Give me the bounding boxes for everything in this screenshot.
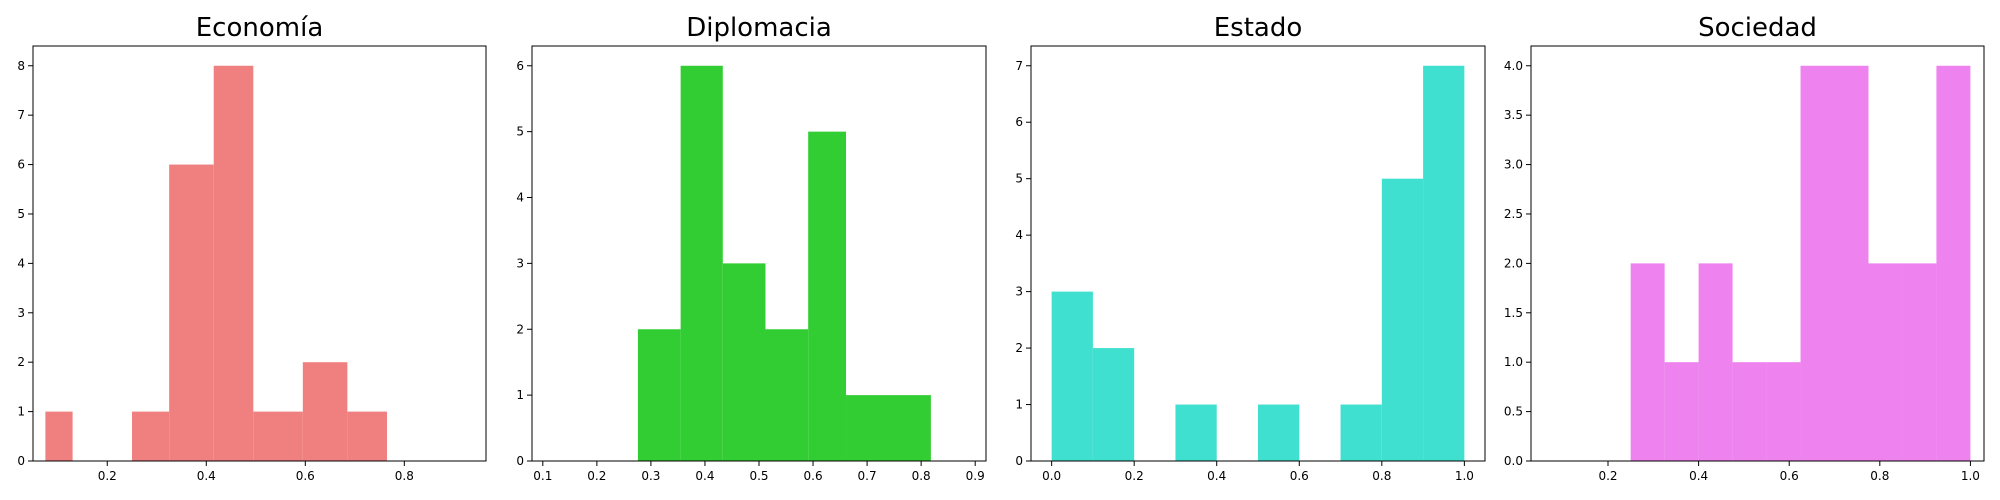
histogram-bar: [1051, 291, 1093, 461]
axes-frame: [1530, 45, 1985, 462]
y-tick-label: 1: [516, 388, 524, 402]
histogram-bar: [213, 65, 254, 461]
y-tick-label: 5: [17, 207, 25, 221]
y-tick-label: 3: [1015, 285, 1023, 299]
y-tick-label: 4: [1015, 228, 1023, 242]
histogram-bar: [846, 395, 931, 461]
axes-frame: [32, 45, 487, 462]
x-tick-label: 0.9: [966, 469, 985, 483]
x-tick-label: 0.6: [804, 469, 823, 483]
panel-sociedad: Sociedad 0.2 0.4 0.6 0.8 1.0 0.0 0.5 1.0 1.5 2.0 2.…: [1504, 13, 1985, 483]
y-tick-label: 1.0: [1504, 355, 1523, 369]
x-tick-label: 1.0: [1455, 469, 1474, 483]
histogram-bar: [132, 411, 170, 461]
y-tick-label: 0: [1015, 454, 1023, 468]
x-tick-label: 0.0: [1042, 469, 1061, 483]
panel-title: Sociedad: [1698, 13, 1817, 43]
histogram-bar: [302, 362, 348, 461]
x-tick-label: 0.6: [1290, 469, 1309, 483]
x-tick-label: 0.3: [641, 469, 660, 483]
x-tick-label: 0.6: [1780, 469, 1799, 483]
histogram-bar: [1175, 404, 1217, 461]
axes-frame: [1030, 45, 1486, 462]
y-tick-label: 0.5: [1504, 405, 1523, 419]
y-tick-label: 2.0: [1504, 256, 1523, 270]
y-tick-label: 1.5: [1504, 306, 1523, 320]
y-tick-label: 3.5: [1504, 108, 1523, 122]
y-tick-label: 7: [17, 108, 25, 122]
y-tick-label: 4.0: [1504, 59, 1523, 73]
y-tick-label: 3: [17, 306, 25, 320]
histogram-bar: [1698, 263, 1733, 461]
histogram-bar: [1664, 362, 1699, 461]
histogram-bar: [1258, 404, 1300, 461]
panel-estado: Estado 0.0 0.2 0.4 0.6 0.8 1.0 0 1 2 3 4 5 6 7: [1015, 13, 1486, 483]
x-tick-label: 0.4: [1207, 469, 1226, 483]
y-tick-label: 6: [1015, 115, 1023, 129]
x-tick-label: 0.8: [1372, 469, 1391, 483]
panel-diplomacia: Diplomacia 0.1 0.2 0.3 0.4 0.5 0.6 0.7 0.8 0.9 0 1 2…: [516, 13, 987, 483]
y-tick-label: 0.0: [1504, 454, 1523, 468]
y-tick-label: 6: [17, 158, 25, 172]
histogram-bar: [1340, 404, 1382, 461]
histogram-bar: [1902, 263, 1937, 461]
panel-title: Economía: [196, 13, 324, 43]
panel-title: Estado: [1214, 13, 1303, 43]
y-tick-label: 4: [17, 256, 25, 270]
panel-title: Diplomacia: [686, 13, 832, 43]
x-tick-label: 0.6: [296, 469, 315, 483]
histogram-bar: [45, 411, 73, 461]
x-tick-label: 0.4: [1689, 469, 1708, 483]
y-tick-label: 7: [1015, 59, 1023, 73]
histogram-bar: [1092, 348, 1135, 461]
y-tick-label: 5: [516, 125, 524, 139]
x-tick-label: 0.8: [912, 469, 931, 483]
y-tick-label: 2: [17, 355, 25, 369]
y-tick-label: 2.5: [1504, 207, 1523, 221]
x-tick-label: 0.2: [1125, 469, 1144, 483]
y-tick-label: 0: [17, 454, 25, 468]
panel-economia: Economía 0.2 0.4 0.6 0.8 0 1 2 3 4 5 6 7 8: [17, 13, 487, 483]
x-tick-label: 0.8: [1870, 469, 1889, 483]
y-tick-label: 0: [516, 454, 524, 468]
x-tick-label: 0.4: [197, 469, 216, 483]
histogram-bar: [808, 131, 847, 461]
x-tick-label: 0.5: [749, 469, 768, 483]
x-tick-label: 0.4: [695, 469, 714, 483]
histogram-bar: [680, 65, 723, 461]
histogram-bar: [1423, 65, 1465, 461]
y-tick-label: 6: [516, 59, 524, 73]
x-tick-label: 0.1: [533, 469, 552, 483]
histogram-bar: [637, 329, 681, 461]
y-tick-label: 3: [516, 256, 524, 270]
histogram-bar: [1868, 263, 1903, 461]
histogram-bar: [765, 329, 809, 461]
y-tick-label: 3.0: [1504, 158, 1523, 172]
y-tick-label: 1: [1015, 398, 1023, 412]
histogram-bar: [1630, 263, 1665, 461]
histogram-bar: [347, 411, 387, 461]
histogram-bar: [1381, 178, 1424, 461]
y-tick-label: 2: [516, 322, 524, 336]
x-tick-label: 0.2: [587, 469, 606, 483]
x-tick-label: 0.2: [98, 469, 117, 483]
y-tick-label: 8: [17, 59, 25, 73]
histogram-bar: [169, 164, 214, 462]
x-tick-label: 0.2: [1598, 469, 1617, 483]
histogram-bar: [722, 263, 766, 461]
y-tick-label: 5: [1015, 172, 1023, 186]
y-tick-label: 1: [17, 405, 25, 419]
histogram-bar: [1732, 362, 1767, 461]
histogram-bar: [253, 411, 303, 461]
x-tick-label: 0.7: [858, 469, 877, 483]
x-tick-label: 1.0: [1961, 469, 1980, 483]
y-tick-label: 4: [516, 191, 524, 205]
x-tick-label: 0.8: [395, 469, 414, 483]
y-tick-label: 2: [1015, 341, 1023, 355]
histogram-bar: [1766, 362, 1801, 461]
histogram-bar: [1936, 65, 1971, 461]
histogram-bar: [1800, 65, 1869, 461]
